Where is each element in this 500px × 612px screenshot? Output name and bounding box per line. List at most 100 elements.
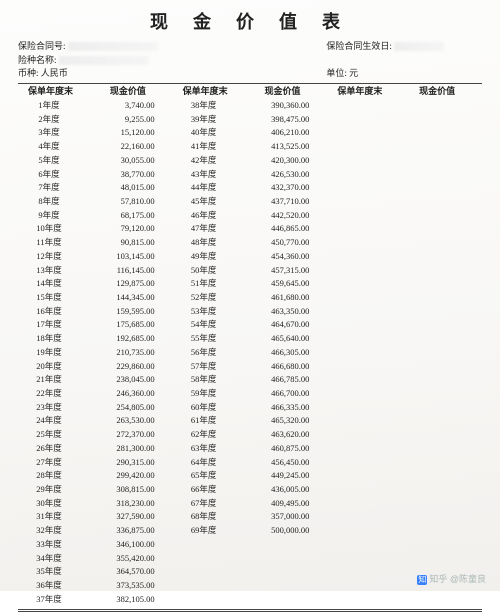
cell-year: 18年度: [18, 332, 83, 346]
meta-currency: 币种: 人民币: [18, 67, 296, 81]
cell-value: 406,210.00: [238, 126, 328, 140]
cell-year: 58年度: [173, 373, 238, 387]
cell-value: [392, 126, 482, 140]
cell-value: [238, 565, 328, 579]
cell-value: 355,420.00: [83, 552, 173, 566]
cell-year: [327, 346, 392, 360]
cell-value: 390,360.00: [238, 99, 328, 113]
cell-year: 24年度: [18, 414, 83, 428]
cell-year: [327, 154, 392, 168]
cell-value: [392, 538, 482, 552]
cell-year: 32年度: [18, 524, 83, 538]
th-year: 保单年度末: [327, 84, 392, 99]
meta-label: 保险合同号:: [18, 41, 66, 51]
cell-year: 59年度: [173, 387, 238, 401]
cell-value: [392, 497, 482, 511]
table-row: 37年度382,105.00: [18, 593, 482, 607]
table-row: 32年度336,875.0069年度500,000.00: [18, 524, 482, 538]
meta-label: 险种名称:: [18, 55, 57, 65]
table-row: 18年度192,685.0055年度465,640.00: [18, 332, 482, 346]
cell-year: [327, 264, 392, 278]
cell-year: 23年度: [18, 401, 83, 415]
cell-year: [327, 236, 392, 250]
cell-value: [392, 264, 482, 278]
cell-value: [392, 99, 482, 113]
cell-year: 63年度: [173, 442, 238, 456]
table-row: 25年度272,370.0062年度463,620.00: [18, 428, 482, 442]
cell-year: 14年度: [18, 277, 83, 291]
cell-year: [327, 552, 392, 566]
cell-value: 420,300.00: [238, 154, 328, 168]
cell-year: [327, 414, 392, 428]
cell-year: 11年度: [18, 236, 83, 250]
cell-value: 413,525.00: [238, 140, 328, 154]
cell-year: [327, 222, 392, 236]
table-header-row: 保单年度末 现金价值 保单年度末 现金价值 保单年度末 现金价值: [18, 84, 482, 99]
cell-value: 426,530.00: [238, 168, 328, 182]
table-row: 3年度15,120.0040年度406,210.00: [18, 126, 482, 140]
table-row: 6年度38,770.0043年度426,530.00: [18, 168, 482, 182]
table-row: 13年度116,145.0050年度457,315.00: [18, 264, 482, 278]
cell-year: 41年度: [173, 140, 238, 154]
cell-value: 398,475.00: [238, 113, 328, 127]
cell-year: [173, 538, 238, 552]
cell-year: 46年度: [173, 209, 238, 223]
cell-value: 446,865.00: [238, 222, 328, 236]
cell-value: [392, 469, 482, 483]
cell-value: [392, 181, 482, 195]
cell-value: [392, 401, 482, 415]
table-row: 15年度144,345.0052年度461,680.00: [18, 291, 482, 305]
cell-value: 456,450.00: [238, 456, 328, 470]
cell-value: [392, 277, 482, 291]
th-value: 现金价值: [238, 84, 328, 99]
cell-year: 51年度: [173, 277, 238, 291]
cell-value: [392, 456, 482, 470]
cell-value: 9,255.00: [83, 113, 173, 127]
cell-year: [327, 373, 392, 387]
cell-value: 48,015.00: [83, 181, 173, 195]
meta-spacer: [296, 54, 482, 68]
cell-value: 461,680.00: [238, 291, 328, 305]
cell-value: 460,875.00: [238, 442, 328, 456]
cell-value: 272,370.00: [83, 428, 173, 442]
table-row: 24年度263,530.0061年度465,320.00: [18, 414, 482, 428]
cell-value: 246,360.00: [83, 387, 173, 401]
table-row: 21年度238,045.0058年度466,785.00: [18, 373, 482, 387]
cell-year: [327, 99, 392, 113]
meta-unit: 单位: 元: [296, 67, 482, 81]
table-row: 31年度327,590.0068年度357,000.00: [18, 510, 482, 524]
cell-value: [392, 318, 482, 332]
watermark: 知知乎 @陈童良: [417, 572, 486, 585]
rule-mid: [18, 609, 482, 610]
cell-year: [173, 565, 238, 579]
cell-value: 449,245.00: [238, 469, 328, 483]
cell-value: [392, 373, 482, 387]
page-title: 现 金 价 值 表: [18, 8, 482, 34]
cell-value: 432,370.00: [238, 181, 328, 195]
cell-year: [327, 250, 392, 264]
table-row: 19年度210,735.0056年度466,305.00: [18, 346, 482, 360]
cell-value: 57,810.00: [83, 195, 173, 209]
cell-value: [392, 332, 482, 346]
cell-year: 66年度: [173, 483, 238, 497]
cell-year: 45年度: [173, 195, 238, 209]
meta-contract-no: 保险合同号:: [18, 40, 296, 54]
table-row: 11年度90,815.0048年度450,770.00: [18, 236, 482, 250]
cell-value: 22,160.00: [83, 140, 173, 154]
cell-year: 16年度: [18, 305, 83, 319]
cell-value: 454,360.00: [238, 250, 328, 264]
cell-year: [327, 140, 392, 154]
cell-value: [392, 414, 482, 428]
cell-year: [327, 305, 392, 319]
cell-year: [327, 538, 392, 552]
cell-value: 459,645.00: [238, 277, 328, 291]
table-row: 10年度79,120.0047年度446,865.00: [18, 222, 482, 236]
cell-year: 29年度: [18, 483, 83, 497]
cell-year: [327, 360, 392, 374]
meta-blur: [68, 42, 158, 51]
cell-year: [327, 456, 392, 470]
table-row: 35年度364,570.00: [18, 565, 482, 579]
cell-value: 450,770.00: [238, 236, 328, 250]
cell-value: 463,350.00: [238, 305, 328, 319]
cell-year: 60年度: [173, 401, 238, 415]
